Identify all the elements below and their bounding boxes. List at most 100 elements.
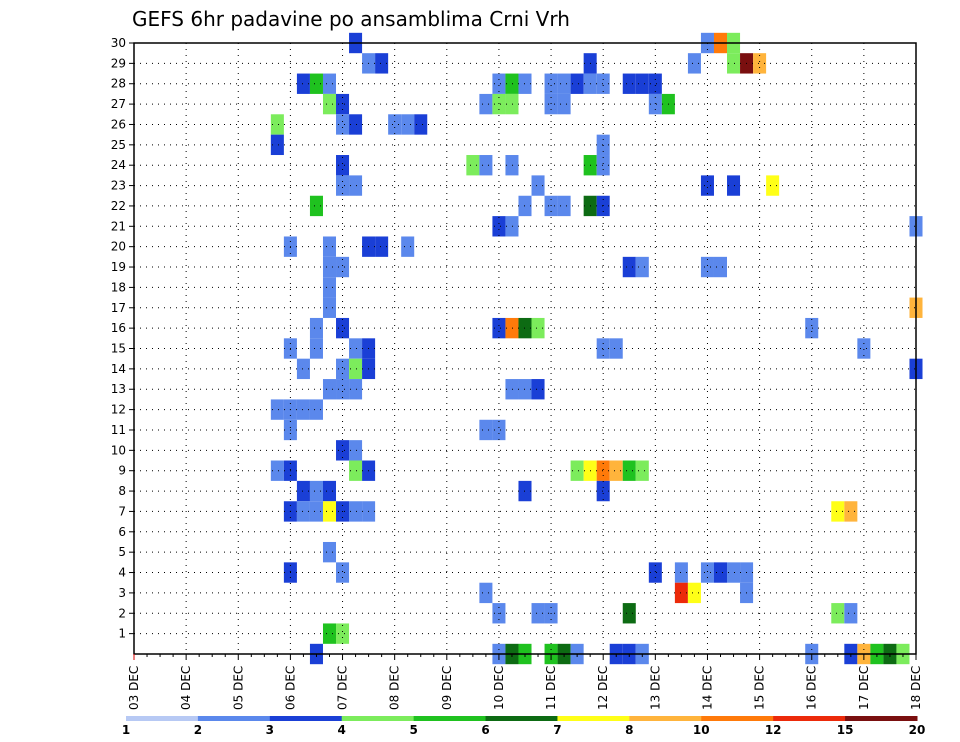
heatmap-cell bbox=[674, 582, 688, 604]
axes: 1234567891011121314151617181920212223242… bbox=[111, 36, 923, 710]
y-tick-label: 11 bbox=[111, 423, 126, 437]
y-tick-label: 14 bbox=[111, 362, 126, 376]
heatmap-cell bbox=[635, 256, 649, 278]
x-tick-label: 15 DEC bbox=[753, 666, 767, 710]
heatmap-cell bbox=[687, 582, 701, 604]
y-tick-label: 2 bbox=[118, 606, 126, 620]
heatmap-cell bbox=[622, 256, 636, 278]
y-tick-label: 27 bbox=[111, 97, 126, 111]
x-tick-label: 05 DEC bbox=[231, 666, 245, 710]
heatmap-cell bbox=[336, 93, 350, 115]
heatmap-cell bbox=[479, 582, 493, 604]
heatmap-cell bbox=[727, 562, 741, 583]
heatmap-cell bbox=[857, 338, 871, 359]
heatmap-cell bbox=[609, 338, 623, 359]
y-tick-label: 16 bbox=[111, 321, 126, 335]
colorbar-label: 3 bbox=[266, 723, 274, 737]
heatmap-cell bbox=[727, 175, 741, 196]
heatmap-cell bbox=[296, 73, 310, 94]
y-tick-label: 3 bbox=[118, 586, 126, 600]
heatmap-cell bbox=[296, 480, 310, 502]
heatmap-cell bbox=[296, 399, 310, 420]
heatmap-cell bbox=[466, 155, 480, 176]
heatmap-cell bbox=[713, 256, 728, 278]
colorbar-label: 12 bbox=[765, 723, 782, 737]
heatmap-cell bbox=[336, 114, 350, 135]
heatmap-cell bbox=[648, 562, 662, 583]
heatmap-cell bbox=[322, 480, 337, 502]
y-tick-label: 18 bbox=[111, 280, 126, 294]
colorbar-label: 4 bbox=[338, 723, 346, 737]
colorbar-swatch bbox=[773, 716, 846, 721]
x-tick-label: 08 DEC bbox=[388, 666, 402, 710]
heatmap-cell bbox=[700, 256, 714, 278]
heatmap-cell bbox=[322, 93, 337, 115]
heatmap-cell bbox=[375, 236, 389, 257]
heatmap-cell bbox=[270, 114, 284, 135]
heatmap-cell bbox=[700, 562, 714, 583]
heatmap-cell bbox=[596, 338, 610, 359]
x-tick-label: 17 DEC bbox=[857, 666, 871, 710]
heatmap-cell bbox=[505, 379, 519, 400]
heatmap-cell bbox=[727, 53, 741, 74]
colorbar-swatch bbox=[197, 716, 271, 721]
heatmap-cell bbox=[322, 379, 337, 400]
x-tick-label: 07 DEC bbox=[336, 666, 350, 710]
heatmap-cell bbox=[336, 562, 350, 583]
heatmap-cell bbox=[270, 399, 284, 420]
heatmap-cell bbox=[505, 73, 519, 94]
heatmap-cell bbox=[375, 53, 389, 74]
heatmap-cell bbox=[401, 236, 415, 257]
x-tick-label: 18 DEC bbox=[909, 666, 923, 710]
heatmap-cell bbox=[270, 460, 284, 481]
heatmap-cell bbox=[557, 93, 571, 115]
chart-title: GEFS 6hr padavine po ansamblima Crni Vrh bbox=[132, 7, 570, 31]
heatmap-cell bbox=[336, 358, 350, 380]
heatmap-cell bbox=[844, 501, 858, 522]
heatmap-cell bbox=[648, 93, 662, 115]
heatmap-cell bbox=[492, 73, 506, 94]
heatmap-cells bbox=[270, 32, 923, 665]
heatmap-cell bbox=[349, 338, 363, 359]
heatmap-cell bbox=[622, 603, 636, 624]
heatmap-cell bbox=[309, 195, 323, 217]
heatmap-cell bbox=[674, 562, 688, 583]
heatmap-cell bbox=[309, 399, 323, 420]
heatmap-cell bbox=[700, 175, 714, 196]
heatmap-cell bbox=[309, 338, 323, 359]
heatmap-cell bbox=[596, 480, 610, 502]
heatmap-cell bbox=[322, 277, 337, 298]
heatmap-cell bbox=[492, 216, 506, 237]
heatmap-cell bbox=[635, 460, 649, 481]
heatmap-cell bbox=[388, 114, 402, 135]
heatmap-cell bbox=[805, 317, 819, 339]
y-tick-label: 28 bbox=[111, 77, 126, 91]
heatmap-cell bbox=[544, 93, 558, 115]
x-tick-label: 13 DEC bbox=[648, 666, 662, 710]
heatmap-cell bbox=[309, 480, 323, 502]
colorbar-label: 10 bbox=[693, 723, 710, 737]
x-tick-label: 09 DEC bbox=[440, 666, 454, 710]
x-tick-label: 12 DEC bbox=[596, 666, 610, 710]
heatmap-cell bbox=[531, 603, 545, 624]
colorbar: 1 2 3 4 5 6 7 8 10 12 15 20 bbox=[122, 716, 925, 737]
heatmap-cell bbox=[414, 114, 428, 135]
heatmap-cell bbox=[349, 460, 363, 481]
heatmap-cell bbox=[505, 93, 519, 115]
heatmap-cell bbox=[336, 155, 350, 176]
x-tick-label: 14 DEC bbox=[700, 666, 714, 710]
colorbar-label: 6 bbox=[481, 723, 489, 737]
heatmap-cell bbox=[309, 501, 323, 522]
x-tick-label: 03 DEC bbox=[127, 666, 141, 710]
y-tick-label: 12 bbox=[111, 403, 126, 417]
y-tick-label: 25 bbox=[111, 138, 126, 152]
heatmap-cell bbox=[309, 73, 323, 94]
heatmap-cell bbox=[544, 73, 558, 94]
y-tick-label: 9 bbox=[118, 464, 126, 478]
heatmap-cell bbox=[336, 623, 350, 644]
heatmap-cell bbox=[831, 501, 845, 522]
y-tick-label: 7 bbox=[118, 504, 126, 518]
heatmap-cell bbox=[557, 195, 571, 217]
heatmap-cell bbox=[531, 379, 545, 400]
